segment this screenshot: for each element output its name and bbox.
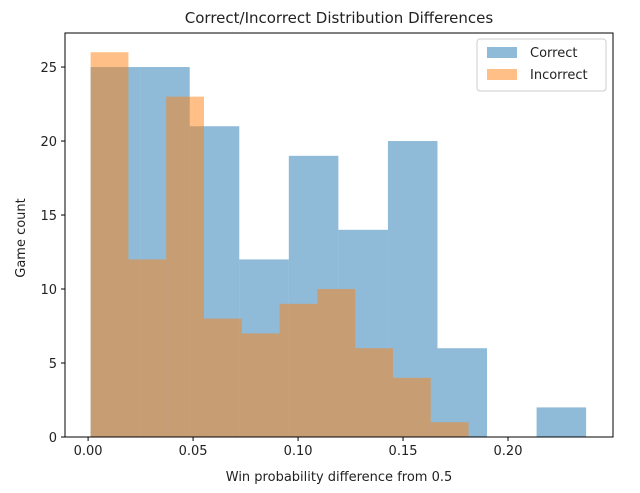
x-tick-label: 0.00	[74, 444, 103, 459]
legend-label-correct: Correct	[530, 46, 577, 61]
legend-swatch-correct	[487, 47, 517, 58]
bar-incorrect-1	[128, 259, 167, 437]
x-tick-label: 0.10	[284, 444, 313, 459]
bar-incorrect-2	[166, 96, 204, 437]
y-axis: 0 5 10 15 20 25	[40, 61, 65, 446]
bar-incorrect-9	[430, 422, 469, 437]
x-axis-label: Win probability difference from 0.5	[226, 470, 453, 485]
legend-swatch-incorrect	[487, 69, 517, 80]
y-tick-label: 5	[49, 357, 57, 372]
plot-frame	[64, 32, 614, 438]
y-tick-label: 20	[40, 135, 57, 150]
legend: Correct Incorrect	[476, 38, 607, 92]
bar-incorrect-3	[203, 318, 242, 437]
x-tick-label: 0.05	[179, 444, 208, 459]
bar-incorrect-4	[241, 333, 280, 437]
legend-label-incorrect: Incorrect	[530, 68, 588, 83]
y-tick-label: 10	[40, 283, 57, 298]
bar-incorrect-0	[90, 52, 129, 437]
y-tick-label: 15	[40, 209, 57, 224]
x-tick-label: 0.20	[494, 444, 523, 459]
y-tick-label: 0	[49, 431, 57, 446]
x-tick-label: 0.15	[389, 444, 418, 459]
bars-layer	[90, 52, 587, 438]
bar-incorrect-6	[317, 289, 356, 437]
y-tick-label: 25	[40, 61, 57, 76]
bar-correct-9	[536, 407, 587, 437]
bar-incorrect-8	[392, 377, 431, 437]
y-axis-label: Game count	[14, 198, 29, 278]
bar-incorrect-7	[355, 348, 393, 437]
x-axis: 0.00 0.05 0.10 0.15 0.20	[74, 437, 523, 459]
bar-incorrect-5	[279, 303, 318, 437]
chart-title: Correct/Incorrect Distribution Differenc…	[185, 9, 494, 27]
